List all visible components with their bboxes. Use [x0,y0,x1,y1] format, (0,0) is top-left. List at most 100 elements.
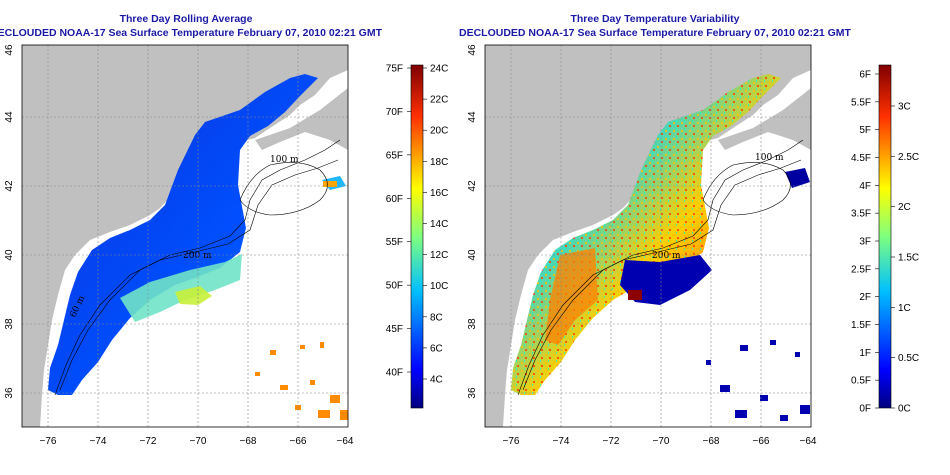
colorbar-tick-label: 3.5F [851,209,871,220]
colorbar-variability: 0F 0.5F 1F 1.5F 2F 2.5F 3F 3.5F 4F 4.5F 5F 5.5F 6F 0… [851,64,919,415]
lat-tick: 42 [467,180,478,192]
lon-axis: −76 −74 −72 −70 −68 −66 −64 [40,436,354,447]
variability-offshore-patch [785,168,810,188]
lat-tick: 46 [467,44,478,56]
colorbar-tick-label: 65F [386,150,403,161]
colorbar-tick-label: 4C [430,375,443,386]
colorbar-tick-label: 5.5F [851,97,871,108]
colorbar-tick-label: 0C [898,404,911,415]
colorbar-tick-label: 6C [430,343,443,354]
contour-label: 200 m [183,251,212,261]
lat-tick: 42 [4,180,15,192]
colorbar-average: 40F 45F 50F 55F 60F 65F 70F 75F 4C 6C 8C 10C 12C 14C… [386,64,448,409]
lon-tick: −66 [290,436,307,447]
variability-peak [628,290,642,300]
colorbar-ramp [878,64,892,409]
sst-warm-spot [323,181,337,187]
lat-tick: 38 [467,318,478,330]
colorbar-tick-label: 2.5C [898,152,919,163]
lat-tick: 46 [4,44,15,56]
sst-field [48,74,318,395]
lon-tick: −64 [337,436,354,447]
colorbar-tick-label: 4F [859,181,871,192]
colorbar-tick-label: 4.5F [851,153,871,164]
sst-yellow-patch [175,286,212,305]
lon-tick: −64 [800,436,817,447]
colorbar-tick-label: 14C [430,219,448,230]
colorbar-tick-label: 2.5F [851,264,871,275]
lat-tick: 36 [4,387,15,399]
map-frame [21,44,349,428]
lat-tick: 40 [4,249,15,261]
colorbar-tick-label: 1C [898,303,911,314]
colorbar-tick-label: 24C [430,64,448,75]
lon-tick: −66 [753,436,770,447]
lat-tick: 36 [467,387,478,399]
colorbar-tick-label: 0.5F [851,376,871,387]
colorbar-tick-label: 60F [386,194,403,205]
colorbar-tick-label: 16C [430,188,448,199]
colorbar-tick-label: 45F [386,324,403,335]
land-nova-scotia [255,88,348,150]
panel-subtitle: DECLOUDED NOAA-17 Sea Surface Temperatur… [459,27,852,39]
colorbar-tick-label: 70F [386,107,403,118]
variability-low-offshore [620,255,712,305]
land-nova-scotia [718,88,811,150]
lon-tick: −68 [240,436,257,447]
contour-label: 100 m [755,153,784,163]
lat-tick: 38 [4,318,15,330]
lon-tick: −70 [653,436,670,447]
contour-label: 200 m [652,251,681,261]
colorbar-tick-label: 8C [430,312,443,323]
lon-tick: −76 [40,436,57,447]
sst-scattered-pixels [255,342,348,420]
panel-subtitle: DECLOUDED NOAA-17 Sea Surface Temperatur… [0,27,383,39]
lon-tick: −72 [603,436,620,447]
colorbar-tick-label: 12C [430,250,448,261]
land-mainland [485,45,811,427]
bathymetry-contours [54,139,341,396]
lon-tick: −74 [90,436,107,447]
lat-tick: 40 [467,249,478,261]
panel-average: Three Day Rolling Average DECLOUDED NOAA… [0,13,448,447]
lat-tick: 44 [467,111,478,123]
lat-tick: 44 [4,111,15,123]
variability-scattered-pixels [706,340,810,421]
lon-tick: −72 [140,436,157,447]
panel-title: Three Day Rolling Average [120,13,253,25]
lat-axis: 36 38 40 42 44 46 [467,44,478,399]
colorbar-tick-label: 1.5C [898,253,919,264]
colorbar-tick-label: 50F [386,281,403,292]
sst-warm-patch [120,254,242,322]
colorbar-tick-label: 3F [859,237,871,248]
colorbar-tick-label: 20C [430,126,448,137]
panel-variability: Three Day Temperature Variability DECLOU… [459,13,919,447]
colorbar-tick-label: 18C [430,157,448,168]
colorbar-tick-label: 1F [859,348,871,359]
colorbar-tick-label: 10C [430,281,448,292]
colorbar-tick-label: 40F [386,368,403,379]
land-mainland [22,45,348,427]
colorbar-tick-label: 5F [859,125,871,136]
colorbar-ramp [410,64,424,409]
colorbar-tick-label: 55F [386,237,403,248]
lon-tick: −76 [503,436,520,447]
contour-label: 100 m [270,155,299,165]
colorbar-tick-label: 2C [898,202,911,213]
lon-axis: −76 −74 −72 −70 −68 −66 −64 [503,436,817,447]
colorbar-tick-label: 6F [859,70,871,81]
lat-axis: 36 38 40 42 44 46 [4,44,15,399]
map-area: 100 m 200 m [485,45,811,427]
panel-title: Three Day Temperature Variability [570,13,739,25]
lon-tick: −74 [553,436,570,447]
map-frame [484,44,812,428]
colorbar-tick-label: 2F [859,292,871,303]
colorbar-tick-label: 0F [859,404,871,415]
colorbar-tick-label: 0.5C [898,353,919,364]
lon-tick: −68 [703,436,720,447]
colorbar-tick-label: 75F [386,64,403,75]
colorbar-tick-label: 1.5F [851,320,871,331]
colorbar-tick-label: 3C [898,102,911,113]
bathymetry-contours [517,139,804,396]
